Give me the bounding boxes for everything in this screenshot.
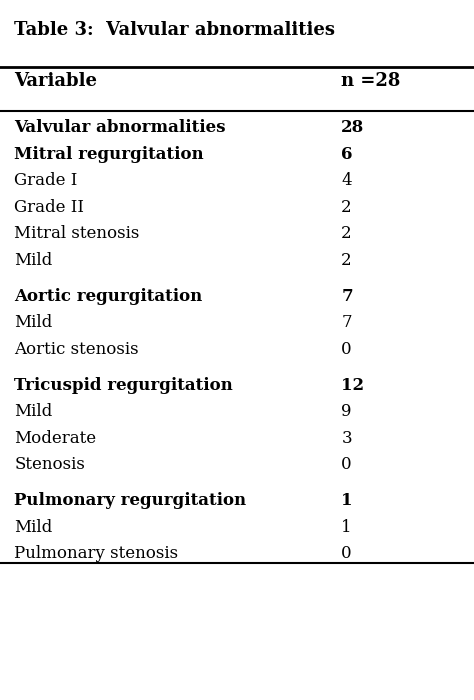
Text: Mitral stenosis: Mitral stenosis	[14, 225, 140, 242]
Text: 3: 3	[341, 430, 352, 447]
Text: Mitral regurgitation: Mitral regurgitation	[14, 146, 204, 162]
Text: Pulmonary regurgitation: Pulmonary regurgitation	[14, 492, 246, 509]
Text: Grade II: Grade II	[14, 199, 84, 216]
Text: 2: 2	[341, 252, 352, 269]
Text: Tricuspid regurgitation: Tricuspid regurgitation	[14, 377, 233, 393]
Text: 2: 2	[341, 199, 352, 216]
Text: 0: 0	[341, 341, 352, 358]
Text: 6: 6	[341, 146, 353, 162]
Text: Valvular abnormalities: Valvular abnormalities	[14, 119, 226, 136]
Text: Variable: Variable	[14, 72, 97, 90]
Text: 0: 0	[341, 545, 352, 562]
Text: Grade I: Grade I	[14, 172, 78, 189]
Text: Stenosis: Stenosis	[14, 456, 85, 473]
Text: Mild: Mild	[14, 314, 53, 331]
Text: 9: 9	[341, 403, 352, 420]
Text: Aortic regurgitation: Aortic regurgitation	[14, 288, 202, 304]
Text: Mild: Mild	[14, 519, 53, 536]
Text: Table 3:  Valvular abnormalities: Table 3: Valvular abnormalities	[14, 21, 335, 39]
Text: 2: 2	[341, 225, 352, 242]
Text: Mild: Mild	[14, 252, 53, 269]
Text: 7: 7	[341, 288, 353, 304]
Text: 1: 1	[341, 519, 352, 536]
Text: Moderate: Moderate	[14, 430, 96, 447]
Text: Pulmonary stenosis: Pulmonary stenosis	[14, 545, 178, 562]
Text: Aortic stenosis: Aortic stenosis	[14, 341, 139, 358]
Text: 0: 0	[341, 456, 352, 473]
Text: 7: 7	[341, 314, 352, 331]
Text: 1: 1	[341, 492, 353, 509]
Text: 28: 28	[341, 119, 365, 136]
Text: Mild: Mild	[14, 403, 53, 420]
Text: n =28: n =28	[341, 72, 401, 90]
Text: 12: 12	[341, 377, 365, 393]
Text: 4: 4	[341, 172, 352, 189]
